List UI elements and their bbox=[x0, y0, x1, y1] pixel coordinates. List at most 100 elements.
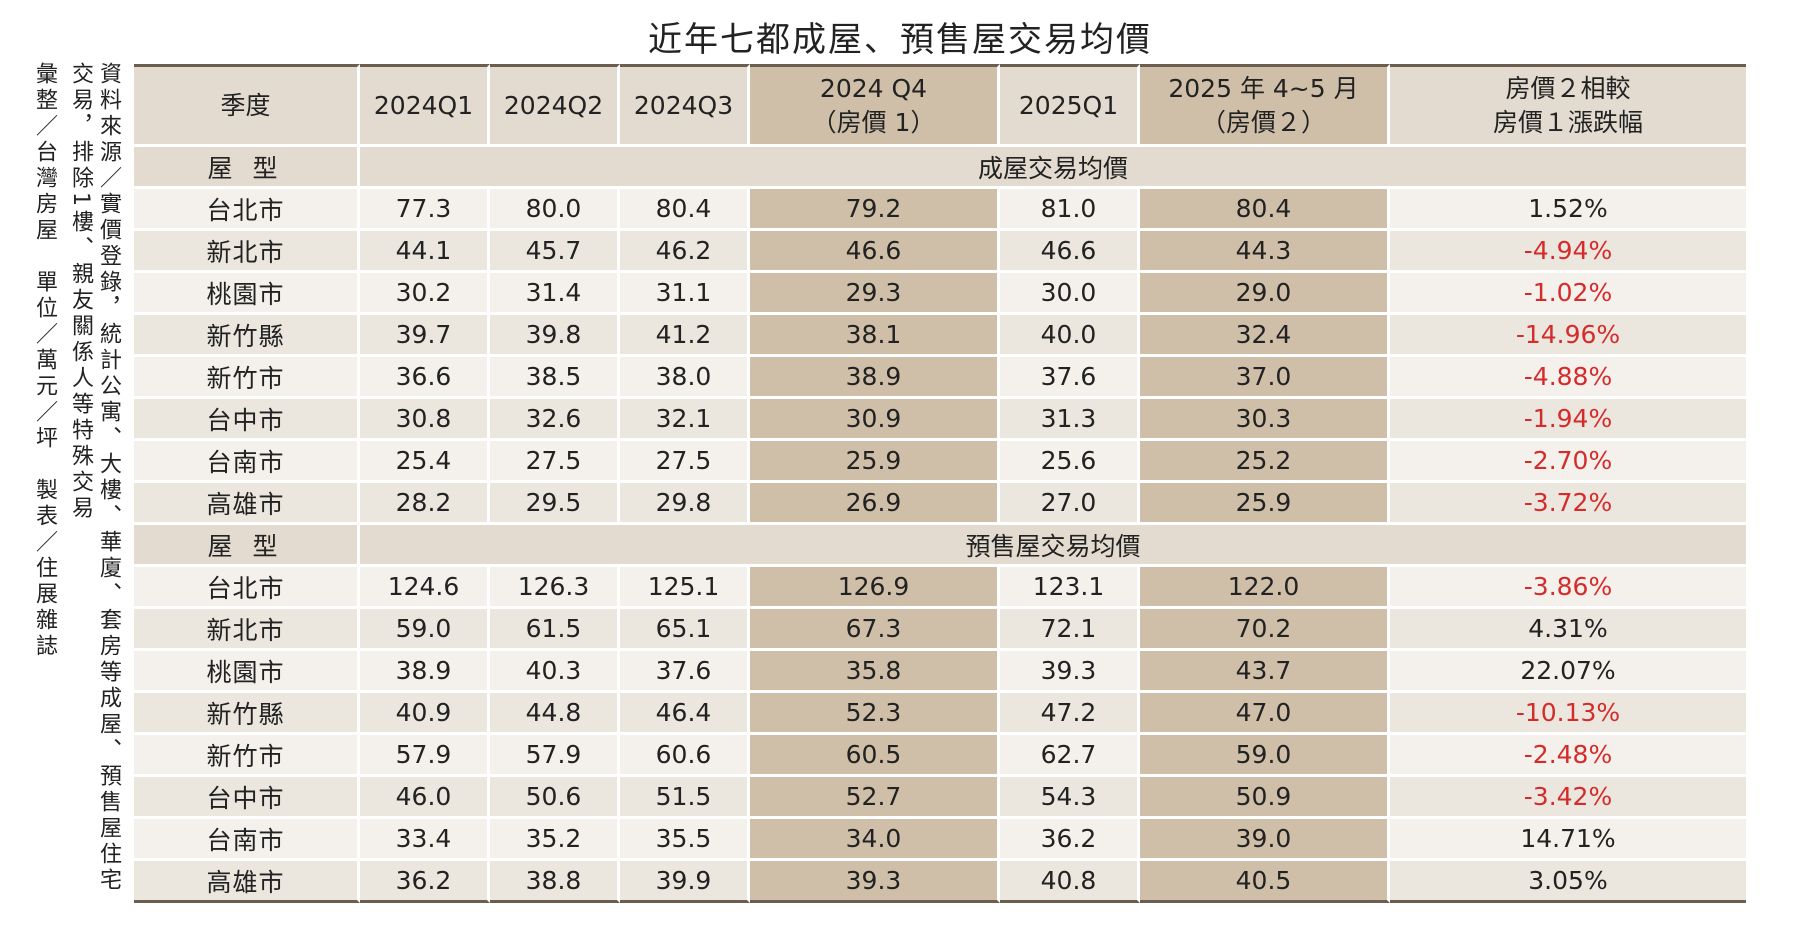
price-cell: 43.7 bbox=[1140, 651, 1390, 693]
header-2024q4-line2: （房價 1） bbox=[811, 107, 936, 137]
header-2025-apr-may-line2: （房價２） bbox=[1200, 107, 1326, 137]
section-header-row: 屋 型成屋交易均價 bbox=[134, 147, 1746, 189]
price-cell: 126.9 bbox=[750, 567, 1000, 609]
price-cell: 31.4 bbox=[490, 273, 620, 315]
table-row: 新竹市 36.6 38.5 38.0 38.9 37.6 37.0 -4.88% bbox=[134, 357, 1746, 399]
price-cell: 44.3 bbox=[1140, 231, 1390, 273]
price-cell: 31.3 bbox=[1000, 399, 1140, 441]
price-cell: 59.0 bbox=[1140, 735, 1390, 777]
credit-note: 彙整／台灣房屋 單位／萬元／坪 製表／住展雜誌 bbox=[32, 62, 57, 660]
price-cell: 50.9 bbox=[1140, 777, 1390, 819]
table-row: 桃園市 30.2 31.4 31.1 29.3 30.0 29.0 -1.02% bbox=[134, 273, 1746, 315]
price-cell: 59.0 bbox=[360, 609, 490, 651]
price-cell: 52.7 bbox=[750, 777, 1000, 819]
price-cell: 50.6 bbox=[490, 777, 620, 819]
change-cell: -4.88% bbox=[1390, 357, 1746, 399]
price-cell: 46.6 bbox=[750, 231, 1000, 273]
price-cell: 41.2 bbox=[620, 315, 750, 357]
price-cell: 46.0 bbox=[360, 777, 490, 819]
price-cell: 25.9 bbox=[1140, 483, 1390, 525]
price-cell: 57.9 bbox=[360, 735, 490, 777]
price-cell: 33.4 bbox=[360, 819, 490, 861]
change-cell: 4.31% bbox=[1390, 609, 1746, 651]
price-cell: 77.3 bbox=[360, 189, 490, 231]
region-cell: 新北市 bbox=[134, 609, 360, 651]
price-cell: 46.4 bbox=[620, 693, 750, 735]
price-cell: 30.2 bbox=[360, 273, 490, 315]
price-cell: 35.8 bbox=[750, 651, 1000, 693]
change-cell: -2.48% bbox=[1390, 735, 1746, 777]
table-row: 台南市 33.4 35.2 35.5 34.0 36.2 39.0 14.71% bbox=[134, 819, 1746, 861]
change-cell: 3.05% bbox=[1390, 861, 1746, 903]
price-cell: 40.8 bbox=[1000, 861, 1140, 903]
table-row: 新北市 59.0 61.5 65.1 67.3 72.1 70.2 4.31% bbox=[134, 609, 1746, 651]
price-cell: 30.8 bbox=[360, 399, 490, 441]
price-cell: 29.0 bbox=[1140, 273, 1390, 315]
price-cell: 38.0 bbox=[620, 357, 750, 399]
price-cell: 38.1 bbox=[750, 315, 1000, 357]
header-change-line1: 房價２相較 bbox=[1505, 73, 1631, 103]
header-2025-apr-may: 2025 年 4~5 月 （房價２） bbox=[1140, 64, 1390, 147]
header-2024q4: 2024 Q4 （房價 1） bbox=[750, 64, 1000, 147]
table-row: 台北市 77.3 80.0 80.4 79.2 81.0 80.4 1.52% bbox=[134, 189, 1746, 231]
change-cell: -3.72% bbox=[1390, 483, 1746, 525]
price-cell: 45.7 bbox=[490, 231, 620, 273]
price-cell: 38.5 bbox=[490, 357, 620, 399]
change-cell: -14.96% bbox=[1390, 315, 1746, 357]
header-2024q4-line1: 2024 Q4 bbox=[819, 73, 928, 103]
price-cell: 25.9 bbox=[750, 441, 1000, 483]
price-cell: 39.7 bbox=[360, 315, 490, 357]
section-type-label: 屋 型 bbox=[134, 147, 360, 189]
table-row: 桃園市 38.9 40.3 37.6 35.8 39.3 43.7 22.07% bbox=[134, 651, 1746, 693]
price-cell: 40.0 bbox=[1000, 315, 1140, 357]
price-cell: 27.5 bbox=[490, 441, 620, 483]
section-title: 成屋交易均價 bbox=[360, 147, 1746, 189]
price-cell: 38.9 bbox=[750, 357, 1000, 399]
page-title: 近年七都成屋、預售屋交易均價 bbox=[648, 20, 1152, 60]
region-cell: 新竹市 bbox=[134, 735, 360, 777]
change-cell: 1.52% bbox=[1390, 189, 1746, 231]
section-header-row: 屋 型預售屋交易均價 bbox=[134, 525, 1746, 567]
price-cell: 37.0 bbox=[1140, 357, 1390, 399]
price-cell: 47.0 bbox=[1140, 693, 1390, 735]
price-cell: 81.0 bbox=[1000, 189, 1140, 231]
price-cell: 39.8 bbox=[490, 315, 620, 357]
price-cell: 72.1 bbox=[1000, 609, 1140, 651]
table-row: 高雄市 36.2 38.8 39.9 39.3 40.8 40.5 3.05% bbox=[134, 861, 1746, 903]
header-2024q2: 2024Q2 bbox=[490, 64, 620, 147]
price-cell: 123.1 bbox=[1000, 567, 1140, 609]
change-cell: -3.86% bbox=[1390, 567, 1746, 609]
price-cell: 54.3 bbox=[1000, 777, 1140, 819]
header-change-line2: 房價１漲跌幅 bbox=[1492, 107, 1643, 137]
price-cell: 36.2 bbox=[360, 861, 490, 903]
price-cell: 34.0 bbox=[750, 819, 1000, 861]
price-cell: 60.6 bbox=[620, 735, 750, 777]
price-cell: 28.2 bbox=[360, 483, 490, 525]
price-cell: 60.5 bbox=[750, 735, 1000, 777]
region-cell: 台北市 bbox=[134, 567, 360, 609]
price-cell: 30.0 bbox=[1000, 273, 1140, 315]
region-cell: 台南市 bbox=[134, 441, 360, 483]
price-cell: 44.8 bbox=[490, 693, 620, 735]
region-cell: 台中市 bbox=[134, 399, 360, 441]
price-cell: 62.7 bbox=[1000, 735, 1140, 777]
price-cell: 122.0 bbox=[1140, 567, 1390, 609]
price-cell: 32.6 bbox=[490, 399, 620, 441]
price-cell: 38.9 bbox=[360, 651, 490, 693]
price-cell: 38.8 bbox=[490, 861, 620, 903]
table-row: 新竹縣 40.9 44.8 46.4 52.3 47.2 47.0 -10.13% bbox=[134, 693, 1746, 735]
table-row: 台中市 30.8 32.6 32.1 30.9 31.3 30.3 -1.94% bbox=[134, 399, 1746, 441]
table-row: 台北市 124.6 126.3 125.1 126.9 123.1 122.0 -3.86% bbox=[134, 567, 1746, 609]
price-cell: 39.3 bbox=[1000, 651, 1140, 693]
price-cell: 26.9 bbox=[750, 483, 1000, 525]
change-cell: -10.13% bbox=[1390, 693, 1746, 735]
price-cell: 25.6 bbox=[1000, 441, 1140, 483]
price-cell: 37.6 bbox=[1000, 357, 1140, 399]
price-cell: 39.9 bbox=[620, 861, 750, 903]
change-cell: -1.02% bbox=[1390, 273, 1746, 315]
header-2024q1: 2024Q1 bbox=[360, 64, 490, 147]
price-cell: 32.1 bbox=[620, 399, 750, 441]
price-cell: 67.3 bbox=[750, 609, 1000, 651]
change-cell: 22.07% bbox=[1390, 651, 1746, 693]
price-cell: 80.4 bbox=[620, 189, 750, 231]
